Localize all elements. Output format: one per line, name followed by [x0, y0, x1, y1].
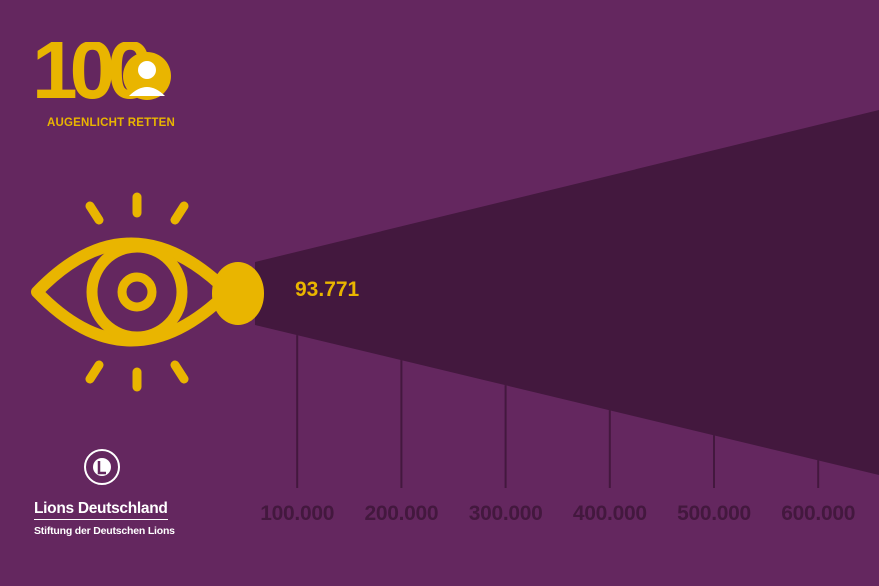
value-label: 93.771: [295, 278, 360, 301]
tick-label: 500.000: [677, 502, 751, 525]
ray: [170, 360, 189, 384]
lions-emblem: [84, 449, 120, 485]
ray: [85, 201, 104, 225]
ray: [85, 360, 104, 384]
torch-handle: [212, 262, 264, 325]
tick-label: 100.000: [260, 502, 335, 525]
tick-label: 200.000: [364, 502, 439, 525]
lions-subtitle: Stiftung der Deutschen Lions: [34, 525, 175, 537]
lions-name: Lions Deutschland: [34, 500, 168, 520]
tick-label: 300.000: [468, 502, 543, 525]
tick-label: 400.000: [572, 502, 647, 525]
eye-torch-icon: [31, 192, 264, 392]
eye-pupil: [117, 272, 157, 312]
tick-label: 600.000: [781, 502, 856, 525]
100-jahre-logo: 100: [32, 42, 177, 110]
eye-iris: [86, 241, 188, 343]
logo-tagline: AUGENLICHT RETTEN: [47, 117, 175, 129]
eye-outline: [31, 237, 234, 347]
light-beam: [255, 110, 879, 475]
ray: [170, 201, 189, 225]
